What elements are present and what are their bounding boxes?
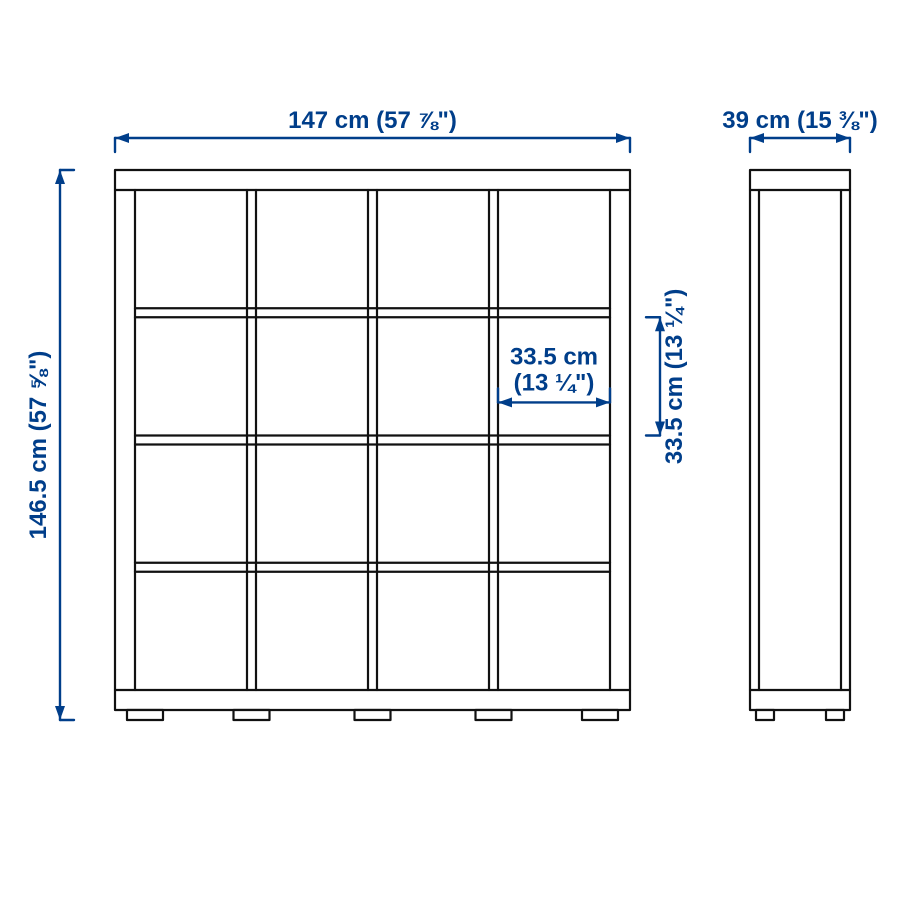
dim-cellheight-label: 33.5 cm (13 ¼") [661, 289, 688, 464]
side-view [750, 170, 850, 720]
front-view [115, 170, 630, 720]
dimension-drawing: 147 cm (57 ⅞") 39 cm (15 ⅜") 146.5 cm (57 … [0, 0, 900, 900]
dim-depth-label: 39 cm (15 ⅜") [722, 107, 877, 134]
dim-height-label: 146.5 cm (57 ⅝") [25, 351, 52, 540]
dim-width-label: 147 cm (57 ⅞") [288, 107, 457, 134]
dim-cellwidth-label-cm: 33.5 cm [510, 343, 598, 370]
dim-cellwidth-label-in: (13 ¼") [514, 369, 595, 396]
